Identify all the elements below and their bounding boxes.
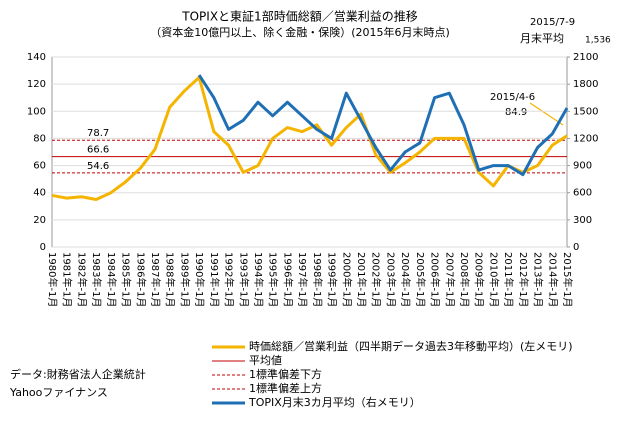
x-tick-label: 1990年-1月 — [193, 252, 206, 307]
x-tick-label: 1980年-1月 — [46, 252, 59, 307]
x-tick-label: 2008年-1月 — [458, 252, 471, 307]
legend-label: 時価総額／営業利益（四半期データ過去3年移動平均）(左メモリ) — [249, 339, 573, 353]
x-tick-label: 2012年-1月 — [517, 252, 530, 307]
x-tick-label: 2010年-1月 — [487, 252, 500, 307]
arrow — [529, 102, 564, 126]
x-tick-label: 1999年-1月 — [326, 252, 339, 307]
x-tick-label: 2004年-1月 — [399, 252, 412, 307]
x-tick-label: 2002年-1月 — [370, 252, 383, 307]
series-line — [197, 74, 569, 177]
x-tick-label: 1991年-1月 — [208, 252, 221, 307]
legend-label: 1標準偏差上方 — [249, 381, 322, 395]
x-tick-label: 1987年-1月 — [149, 252, 162, 307]
legend-label: TOPIX月末3カ月平均（右メモリ） — [248, 395, 421, 409]
y2-tick-label: 0 — [573, 242, 579, 253]
x-tick-label: 2001年-1月 — [355, 252, 368, 307]
y2-tick-label: 300 — [573, 215, 592, 226]
annotation: 1,536 — [585, 36, 611, 46]
annotation: 2015/4-6 — [490, 92, 535, 103]
x-tick-label: 2000年-1月 — [340, 252, 353, 307]
legend-label: 平均値 — [249, 354, 282, 367]
reference-label: 54.6 — [87, 161, 109, 172]
x-tick-label: 1981年-1月 — [61, 252, 74, 307]
x-tick-label: 1983年-1月 — [90, 252, 103, 307]
x-tick-label: 1989年-1月 — [178, 252, 191, 307]
legend-label: 1標準偏差下方 — [249, 367, 322, 381]
y-tick-label: 80 — [33, 133, 46, 144]
x-tick-label: 2014年-1月 — [546, 252, 559, 307]
y-tick-label: 0 — [40, 242, 46, 253]
x-tick-label: 1993年-1月 — [237, 252, 250, 307]
x-tick-label: 2003年-1月 — [384, 252, 397, 307]
chart-subtitle: （資本金10億円以上、除く金融・保険）(2015年6月末時点) — [150, 25, 450, 39]
y-tick-label: 120 — [27, 79, 46, 90]
x-tick-label: 1982年-1月 — [75, 252, 88, 307]
reference-label: 78.7 — [87, 128, 109, 139]
y2-tick-label: 1800 — [573, 79, 598, 90]
x-tick-label: 2011年-1月 — [502, 252, 515, 307]
x-tick-label: 2009年-1月 — [473, 252, 486, 307]
x-tick-label: 1986年-1月 — [134, 252, 147, 307]
annotation: 月末平均 — [520, 31, 564, 45]
x-tick-label: 1994年-1月 — [252, 252, 265, 307]
series-line — [51, 75, 568, 201]
source: Yahooファイナンス — [9, 386, 108, 399]
x-tick-label: 2007年-1月 — [443, 252, 456, 307]
x-tick-label: 2006年-1月 — [429, 252, 442, 307]
source: データ:財務省法人企業統計 — [10, 367, 146, 381]
y-tick-label: 40 — [33, 188, 46, 199]
x-tick-label: 1984年-1月 — [105, 252, 118, 307]
reference-label: 66.6 — [87, 145, 109, 156]
y2-tick-label: 600 — [573, 188, 592, 199]
x-tick-label: 1998年-1月 — [311, 252, 324, 307]
x-tick-label: 2013年-1月 — [532, 252, 545, 307]
y-tick-label: 60 — [33, 161, 46, 172]
y2-tick-label: 900 — [573, 161, 592, 172]
y2-tick-label: 2100 — [573, 52, 598, 63]
x-tick-label: 2005年-1月 — [414, 252, 427, 307]
y-tick-label: 140 — [27, 52, 46, 63]
chart-title: TOPIXと東証1部時価総額／営業利益の推移 — [181, 9, 417, 24]
y-tick-label: 100 — [27, 106, 46, 117]
x-tick-label: 1988年-1月 — [164, 252, 177, 307]
x-tick-label: 1995年-1月 — [267, 252, 280, 307]
x-tick-label: 1997年-1月 — [296, 252, 309, 307]
x-tick-label: 1992年-1月 — [223, 252, 236, 307]
plot-frame — [51, 56, 568, 248]
x-tick-label: 1985年-1月 — [120, 252, 133, 307]
y2-tick-label: 1500 — [573, 106, 598, 117]
x-tick-label: 2015年-1月 — [561, 252, 574, 307]
annotation: 84.9 — [505, 107, 527, 118]
annotation: 2015/7-9 — [530, 17, 575, 28]
x-tick-label: 1996年-1月 — [281, 252, 294, 307]
y2-tick-label: 1200 — [573, 133, 598, 144]
y-tick-label: 20 — [33, 215, 46, 226]
